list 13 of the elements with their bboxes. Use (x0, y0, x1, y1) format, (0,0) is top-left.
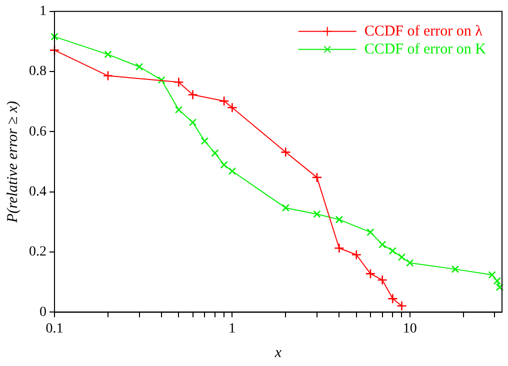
y-tick-label: 0.2 (29, 244, 46, 260)
y-tick-label: 0.4 (29, 184, 46, 200)
y-tick-label: 0.8 (29, 64, 46, 80)
y-tick-label: 0 (40, 304, 46, 320)
x-axis-title: x (274, 344, 282, 361)
x-tick-label: 10 (402, 321, 417, 336)
x-tick-label: 1 (228, 321, 236, 336)
x-tick-label: 0.1 (46, 321, 64, 336)
y-axis-title: P(relative error ≥ x) (4, 100, 21, 224)
y-tick-label: 1 (40, 4, 46, 20)
legend-label: CCDF of error on λ (364, 23, 484, 40)
legend-label: CCDF of error on K (364, 41, 486, 58)
y-tick-label: 0.6 (29, 124, 46, 140)
